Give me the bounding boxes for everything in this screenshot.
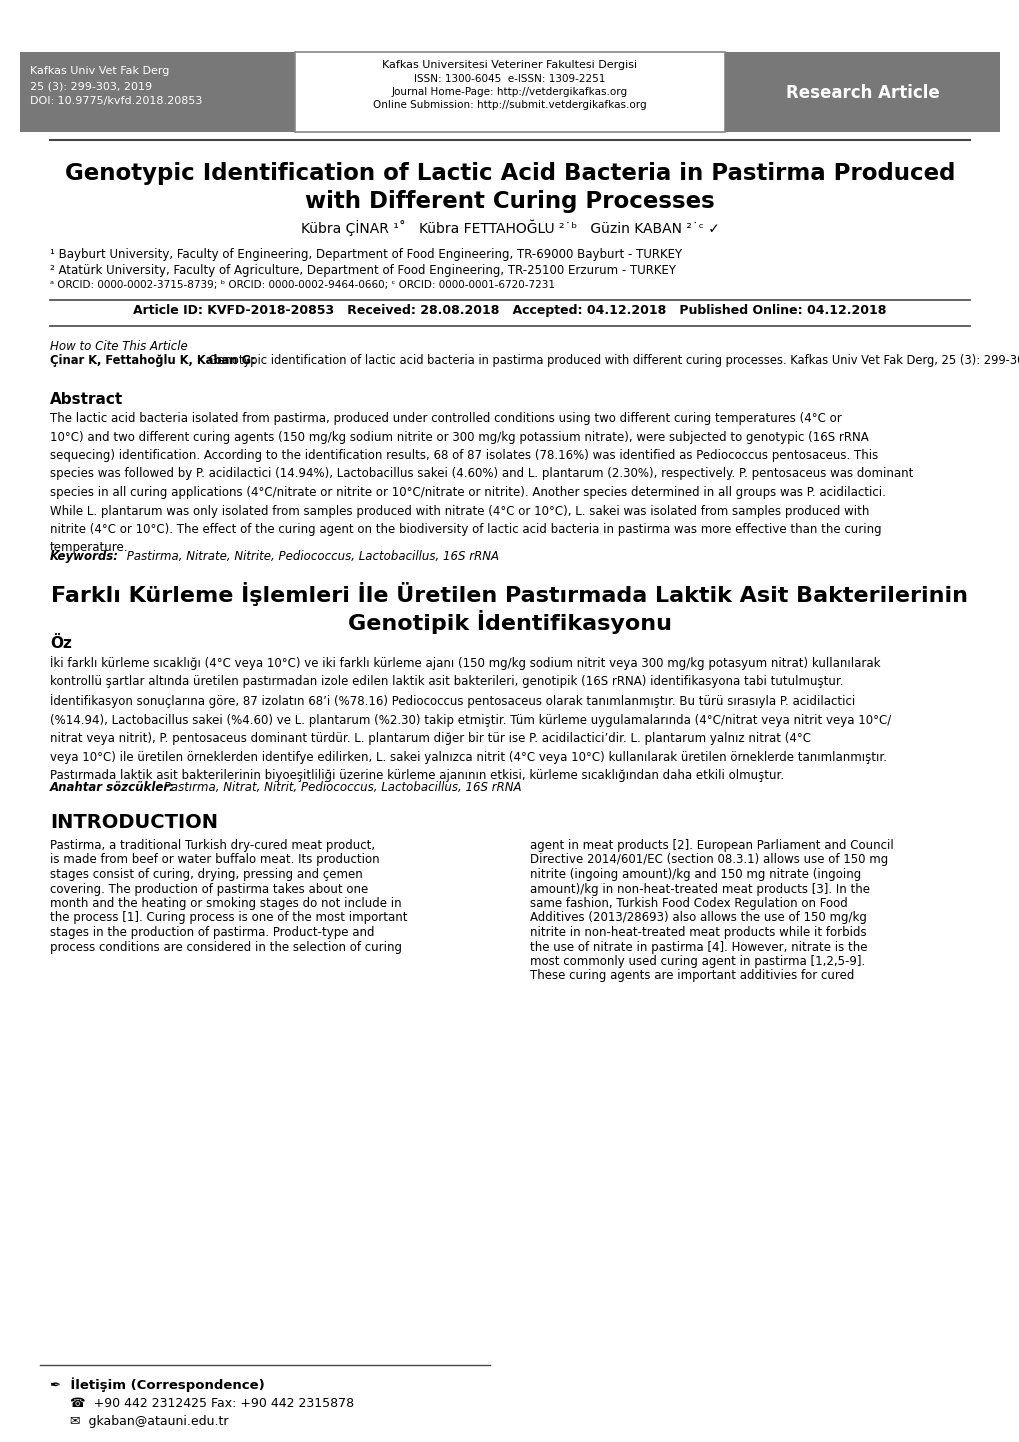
- Text: stages in the production of pastirma. Product-type and: stages in the production of pastirma. Pr…: [50, 926, 374, 939]
- Text: Pastirma, Nitrate, Nitrite, Pediococcus, Lactobacillus, 16S rRNA: Pastirma, Nitrate, Nitrite, Pediococcus,…: [123, 549, 498, 562]
- Text: Çinar K, Fettahoğlu K, Kaban G:: Çinar K, Fettahoğlu K, Kaban G:: [50, 353, 256, 368]
- Text: Kafkas Univ Vet Fak Derg
25 (3): 299-303, 2019
DOI: 10.9775/kvfd.2018.20853: Kafkas Univ Vet Fak Derg 25 (3): 299-303…: [30, 66, 202, 107]
- Text: with Different Curing Processes: with Different Curing Processes: [305, 190, 714, 213]
- Text: Genotypic identification of lactic acid bacteria in pastirma produced with diffe: Genotypic identification of lactic acid …: [205, 353, 1019, 368]
- Text: Research Article: Research Article: [785, 84, 938, 102]
- Text: same fashion, Turkish Food Codex Regulation on Food: same fashion, Turkish Food Codex Regulat…: [530, 897, 847, 910]
- Text: ✒  İletişim (Correspondence): ✒ İletişim (Correspondence): [50, 1377, 265, 1392]
- Text: INTRODUCTION: INTRODUCTION: [50, 813, 218, 832]
- Text: amount)/kg in non-heat-treated meat products [3]. In the: amount)/kg in non-heat-treated meat prod…: [530, 883, 869, 895]
- Text: ² Atatürk University, Faculty of Agriculture, Department of Food Engineering, TR: ² Atatürk University, Faculty of Agricul…: [50, 264, 676, 277]
- Text: Journal Home-Page: http://vetdergikafkas.org: Journal Home-Page: http://vetdergikafkas…: [391, 87, 628, 97]
- Text: process conditions are considered in the selection of curing: process conditions are considered in the…: [50, 940, 401, 953]
- Text: İki farklı kürleme sıcaklığı (4°C veya 10°C) ve iki farklı kürleme ajanı (150 mg: İki farklı kürleme sıcaklığı (4°C veya 1…: [50, 656, 891, 783]
- Text: month and the heating or smoking stages do not include in: month and the heating or smoking stages …: [50, 897, 401, 910]
- Text: ☎  +90 442 2312425 Fax: +90 442 2315878: ☎ +90 442 2312425 Fax: +90 442 2315878: [70, 1397, 354, 1410]
- Text: ✉  gkaban@atauni.edu.tr: ✉ gkaban@atauni.edu.tr: [70, 1415, 228, 1428]
- Bar: [20, 52, 294, 133]
- Text: Pastırma, Nitrat, Nitrit, Pediococcus, Lactobacillus, 16S rRNA: Pastırma, Nitrat, Nitrit, Pediococcus, L…: [160, 782, 521, 795]
- Text: ¹ Bayburt University, Faculty of Engineering, Department of Food Engineering, TR: ¹ Bayburt University, Faculty of Enginee…: [50, 248, 682, 261]
- Text: Abstract: Abstract: [50, 392, 123, 407]
- Text: Genotipik İdentifikasyonu: Genotipik İdentifikasyonu: [347, 610, 672, 634]
- Text: ISSN: 1300-6045  e-ISSN: 1309-2251: ISSN: 1300-6045 e-ISSN: 1309-2251: [414, 74, 605, 84]
- Text: Article ID: KVFD-2018-20853   Received: 28.08.2018   Accepted: 04.12.2018   Publ: Article ID: KVFD-2018-20853 Received: 28…: [133, 304, 886, 317]
- Text: covering. The production of pastirma takes about one: covering. The production of pastirma tak…: [50, 883, 368, 895]
- Text: nitrite in non-heat-treated meat products while it forbids: nitrite in non-heat-treated meat product…: [530, 926, 866, 939]
- Text: Öz: Öz: [50, 636, 71, 650]
- Text: Anahtar sözcükler:: Anahtar sözcükler:: [50, 782, 174, 795]
- Text: the use of nitrate in pastirma [4]. However, nitrate is the: the use of nitrate in pastirma [4]. Howe…: [530, 940, 866, 953]
- Bar: [294, 52, 725, 133]
- Text: Directive 2014/601/EC (section 08.3.1) allows use of 150 mg: Directive 2014/601/EC (section 08.3.1) a…: [530, 854, 888, 867]
- Text: is made from beef or water buffalo meat. Its production: is made from beef or water buffalo meat.…: [50, 854, 379, 867]
- Text: Farklı Kürleme İşlemleri İle Üretilen Pastırmada Laktik Asit Bakterilerinin: Farklı Kürleme İşlemleri İle Üretilen Pa…: [51, 583, 968, 606]
- Text: Pastirma, a traditional Turkish dry-cured meat product,: Pastirma, a traditional Turkish dry-cure…: [50, 839, 375, 852]
- Text: agent in meat products [2]. European Parliament and Council: agent in meat products [2]. European Par…: [530, 839, 893, 852]
- Text: These curing agents are important additivies for cured: These curing agents are important additi…: [530, 969, 854, 982]
- Bar: [725, 52, 999, 133]
- Text: stages consist of curing, drying, pressing and çemen: stages consist of curing, drying, pressi…: [50, 868, 363, 881]
- Text: nitrite (ingoing amount)/kg and 150 mg nitrate (ingoing: nitrite (ingoing amount)/kg and 150 mg n…: [530, 868, 860, 881]
- Text: the process [1]. Curing process is one of the most important: the process [1]. Curing process is one o…: [50, 911, 408, 924]
- Text: Kafkas Universitesi Veteriner Fakultesi Dergisi: Kafkas Universitesi Veteriner Fakultesi …: [382, 61, 637, 71]
- Text: Additives (2013/28693) also allows the use of 150 mg/kg: Additives (2013/28693) also allows the u…: [530, 911, 866, 924]
- Text: Kübra ÇİNAR ¹˚   Kübra FETTAHOĞLU ²˙ᵇ   Güzin KABAN ²˙ᶜ ✓: Kübra ÇİNAR ¹˚ Kübra FETTAHOĞLU ²˙ᵇ Güzi…: [301, 221, 718, 236]
- Text: How to Cite This Article: How to Cite This Article: [50, 340, 187, 353]
- Text: Genotypic Identification of Lactic Acid Bacteria in Pastirma Produced: Genotypic Identification of Lactic Acid …: [65, 162, 954, 185]
- Text: The lactic acid bacteria isolated from pastirma, produced under controlled condi: The lactic acid bacteria isolated from p…: [50, 412, 912, 555]
- Text: ᵃ ORCID: 0000-0002-3715-8739; ᵇ ORCID: 0000-0002-9464-0660; ᶜ ORCID: 0000-0001-6: ᵃ ORCID: 0000-0002-3715-8739; ᵇ ORCID: 0…: [50, 280, 554, 290]
- Text: most commonly used curing agent in pastirma [1,2,5-9].: most commonly used curing agent in pasti…: [530, 955, 864, 968]
- Text: Keywords:: Keywords:: [50, 549, 119, 562]
- Text: Online Submission: http://submit.vetdergikafkas.org: Online Submission: http://submit.vetderg…: [373, 99, 646, 110]
